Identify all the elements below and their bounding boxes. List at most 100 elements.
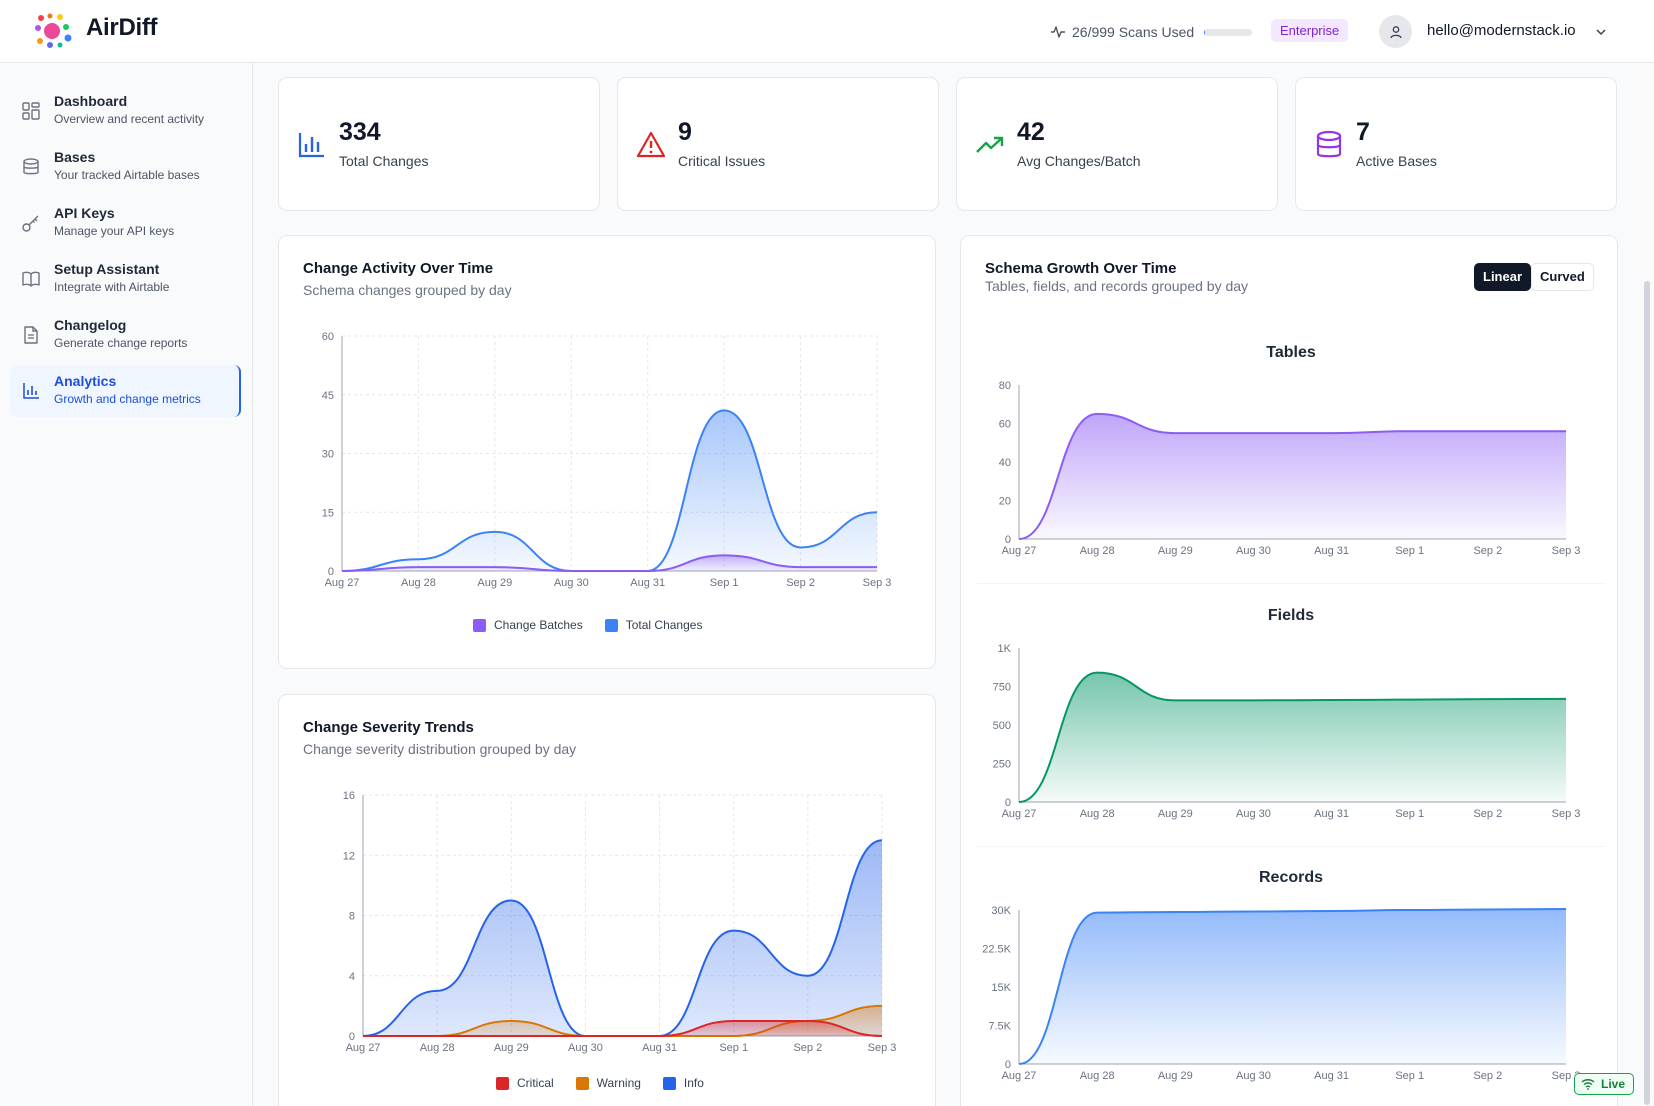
stat-value: 9 <box>678 118 692 146</box>
wifi-icon <box>1581 1079 1595 1090</box>
x-tick-label: Sep 1 <box>719 1042 748 1054</box>
scan-usage: 26/999 Scans Used <box>1050 22 1253 42</box>
page-scrollbar[interactable] <box>1640 63 1654 1106</box>
sidebar-item-setup-assistant[interactable]: Setup Assistant Integrate with Airtable <box>10 253 241 305</box>
bar-chart-icon <box>298 133 324 158</box>
legend-item[interactable]: Change Batches <box>473 618 583 632</box>
legend-swatch <box>604 618 618 632</box>
x-tick-label: Aug 30 <box>1236 808 1271 820</box>
y-tick-label: 40 <box>999 457 1011 469</box>
sidebar-item-dashboard[interactable]: Dashboard Overview and recent activity <box>10 85 241 137</box>
y-tick-label: 15 <box>322 507 334 519</box>
y-tick-label: 45 <box>322 390 334 402</box>
stat-card-critical-issues: 9 Critical Issues <box>617 77 939 211</box>
scan-usage-bar <box>1204 28 1253 36</box>
series-line <box>363 1019 883 1037</box>
sidebar-item-title: Setup Assistant <box>54 261 160 277</box>
y-tick-label: 80 <box>999 380 1011 392</box>
records-chart-title: Records <box>1258 869 1324 886</box>
tables-chart: 0 20 40 60 80 Aug 27 Aug 28 Aug 29 Aug 30 Aug 31 S… <box>999 380 1581 557</box>
x-tick-label: Aug 30 <box>554 577 589 589</box>
y-tick-label: 500 <box>993 720 1011 732</box>
warning-icon <box>636 131 666 158</box>
x-tick-label: Aug 27 <box>1002 1070 1037 1082</box>
legend-swatch <box>575 1076 589 1090</box>
x-tick-label: Aug 29 <box>477 577 512 589</box>
y-tick-label: 8 <box>349 911 355 923</box>
sidebar-item-title: Bases <box>54 149 96 165</box>
sidebar-item-api-keys[interactable]: API Keys Manage your API keys <box>10 197 241 249</box>
sidebar-item-subtitle: Overview and recent activity <box>54 112 205 126</box>
legend-swatch <box>473 618 486 632</box>
severity-chart: 0 4 8 12 16 Aug 27 Aug 28 Aug 29 Aug 30 Aug 31 Sep… <box>343 790 897 1054</box>
sidebar: Dashboard Overview and recent activity B… <box>0 63 253 1106</box>
y-tick-label: 15K <box>991 982 1011 994</box>
fields-chart-title: Fields <box>1267 607 1315 624</box>
x-tick-label: Aug 31 <box>630 577 665 589</box>
legend-item[interactable]: Critical <box>496 1076 554 1090</box>
panel-subtitle: Change severity distribution grouped by … <box>303 741 577 757</box>
activity-icon <box>1051 26 1065 38</box>
legend-item[interactable]: Info <box>662 1076 704 1090</box>
top-header: AirDiff 26/999 Scans Used Enterprise hel… <box>0 0 1654 63</box>
records-chart: 0 7.5K 15K 22.5K 30K Aug 27 Aug 28 Aug 29 Aug 30… <box>982 905 1581 1082</box>
y-tick-label: 0 <box>1005 1059 1011 1071</box>
series-area <box>363 1020 882 1036</box>
x-tick-label: Sep 3 <box>1552 545 1581 557</box>
airdiff-logo-icon[interactable] <box>32 11 76 51</box>
user-email[interactable]: hello@modernstack.io <box>1427 22 1576 39</box>
schema-growth-panel: Schema Growth Over Time Tables, fields, … <box>960 235 1618 1106</box>
y-tick-label: 60 <box>999 419 1011 431</box>
sidebar-item-analytics[interactable]: Analytics Growth and change metrics <box>10 365 241 417</box>
x-tick-label: Aug 30 <box>1236 1070 1271 1082</box>
avatar[interactable] <box>1379 15 1412 48</box>
panel-title: Schema Growth Over Time <box>985 260 1177 277</box>
divider <box>977 583 1605 584</box>
y-tick-label: 30 <box>322 449 334 461</box>
y-tick-label: 12 <box>343 850 355 862</box>
x-tick-label: Sep 3 <box>1552 1070 1581 1082</box>
y-tick-label: 0 <box>1005 534 1011 546</box>
x-tick-label: Aug 31 <box>1314 808 1349 820</box>
x-tick-label: Sep 3 <box>868 1042 897 1054</box>
y-tick-label: 0 <box>349 1031 355 1043</box>
scrollbar-thumb[interactable] <box>1644 281 1650 1105</box>
toggle-linear-button[interactable]: Linear <box>1474 263 1532 291</box>
series-line <box>1018 412 1566 540</box>
y-tick-label: 30K <box>991 905 1011 917</box>
sidebar-item-title: Changelog <box>54 317 127 333</box>
series-area <box>1019 672 1566 802</box>
x-tick-label: Aug 27 <box>325 577 360 589</box>
sidebar-item-subtitle: Integrate with Airtable <box>54 280 170 294</box>
app-name[interactable]: AirDiff <box>86 14 158 41</box>
series-area <box>363 840 882 1036</box>
x-tick-label: Aug 27 <box>346 1042 381 1054</box>
scan-usage-text: 26/999 Scans Used <box>1072 24 1195 40</box>
x-tick-label: Aug 31 <box>642 1042 677 1054</box>
chevron-down-icon[interactable] <box>1593 24 1609 40</box>
stat-value: 42 <box>1017 118 1045 146</box>
x-tick-label: Aug 30 <box>1236 545 1271 557</box>
activity-chart: 0 15 30 45 60 Aug 27 Aug 28 Aug 29 Aug 30 Aug 31 S… <box>322 331 892 589</box>
legend-item[interactable]: Warning <box>575 1076 641 1090</box>
x-tick-label: Aug 27 <box>1002 808 1037 820</box>
legend-item[interactable]: Total Changes <box>604 618 702 632</box>
x-tick-label: Sep 2 <box>1473 808 1502 820</box>
document-icon <box>24 326 38 344</box>
y-tick-label: 0 <box>328 566 334 578</box>
severity-legend: Critical Warning Info <box>496 1076 726 1090</box>
stat-card-avg-changes: 42 Avg Changes/Batch <box>956 77 1278 211</box>
database-icon <box>1316 130 1342 158</box>
sidebar-item-bases[interactable]: Bases Your tracked Airtable bases <box>10 141 241 193</box>
y-tick-label: 4 <box>349 971 355 983</box>
series-line <box>341 554 877 572</box>
toggle-curved-button[interactable]: Curved <box>1531 263 1594 291</box>
sidebar-item-title: Analytics <box>54 373 117 389</box>
series-line <box>1018 671 1567 803</box>
x-tick-label: Aug 28 <box>1080 1070 1115 1082</box>
x-tick-label: Aug 28 <box>420 1042 455 1054</box>
x-tick-label: Sep 2 <box>1473 545 1502 557</box>
sidebar-item-changelog[interactable]: Changelog Generate change reports <box>10 309 241 361</box>
book-icon <box>22 271 40 287</box>
user-icon <box>1389 25 1402 38</box>
